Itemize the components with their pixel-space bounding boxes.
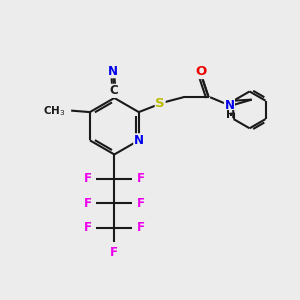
Text: F: F (84, 221, 92, 234)
Text: N: N (108, 65, 118, 78)
Text: CH$_3$: CH$_3$ (43, 104, 65, 118)
Text: F: F (110, 246, 118, 259)
Text: S: S (155, 97, 165, 110)
Text: C: C (110, 84, 118, 98)
Text: F: F (84, 197, 92, 210)
Text: F: F (136, 197, 145, 210)
Text: O: O (196, 65, 207, 79)
Text: F: F (136, 221, 145, 234)
Text: F: F (136, 172, 145, 185)
Text: F: F (84, 172, 92, 185)
Text: N: N (134, 134, 144, 147)
Text: H: H (226, 110, 235, 120)
Text: N: N (224, 99, 234, 112)
